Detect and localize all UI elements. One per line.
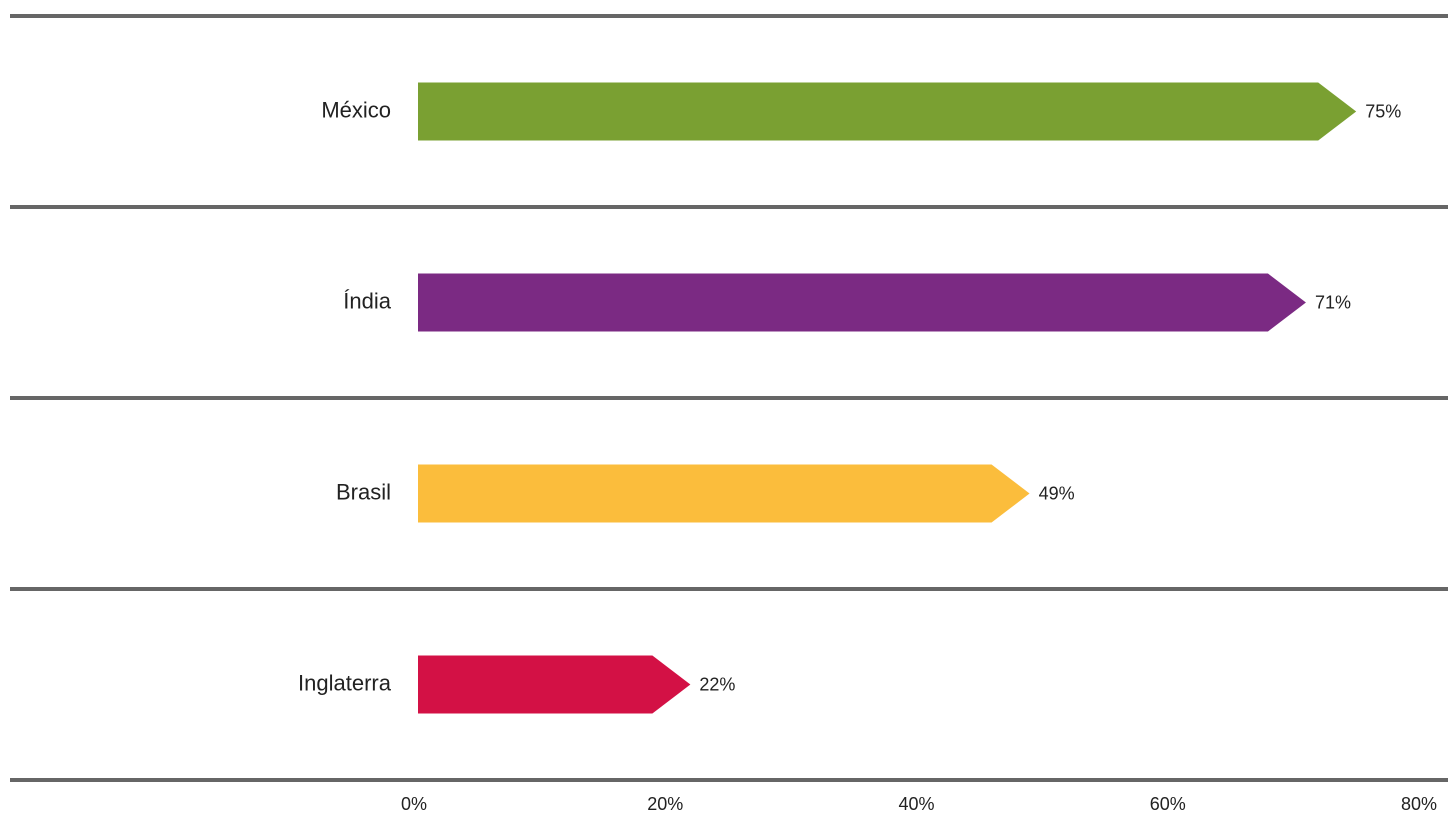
bar (418, 464, 1030, 523)
category-label: Índia (343, 288, 391, 313)
x-tick-label: 0% (401, 794, 427, 814)
x-tick-label: 20% (647, 794, 683, 814)
data-label: 71% (1315, 292, 1351, 312)
data-label: 75% (1365, 101, 1401, 121)
data-label: 22% (699, 674, 735, 694)
x-tick-label: 40% (898, 794, 934, 814)
category-label: México (321, 97, 391, 122)
bar (418, 273, 1306, 332)
category-label: Brasil (336, 479, 391, 504)
bar (418, 655, 691, 714)
x-tick-label: 80% (1401, 794, 1437, 814)
category-label: Inglaterra (298, 670, 392, 695)
data-label: 49% (1039, 483, 1075, 503)
bar (418, 82, 1357, 141)
x-tick-label: 60% (1150, 794, 1186, 814)
